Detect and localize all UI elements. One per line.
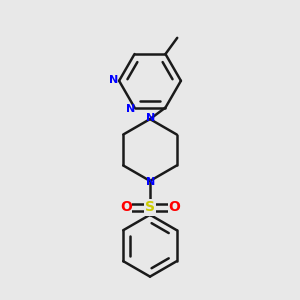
Text: N: N xyxy=(146,113,155,123)
Text: O: O xyxy=(168,200,180,214)
Text: N: N xyxy=(109,75,119,85)
Text: O: O xyxy=(120,200,132,214)
Text: S: S xyxy=(145,200,155,214)
Text: N: N xyxy=(146,177,155,187)
Text: N: N xyxy=(126,104,136,114)
